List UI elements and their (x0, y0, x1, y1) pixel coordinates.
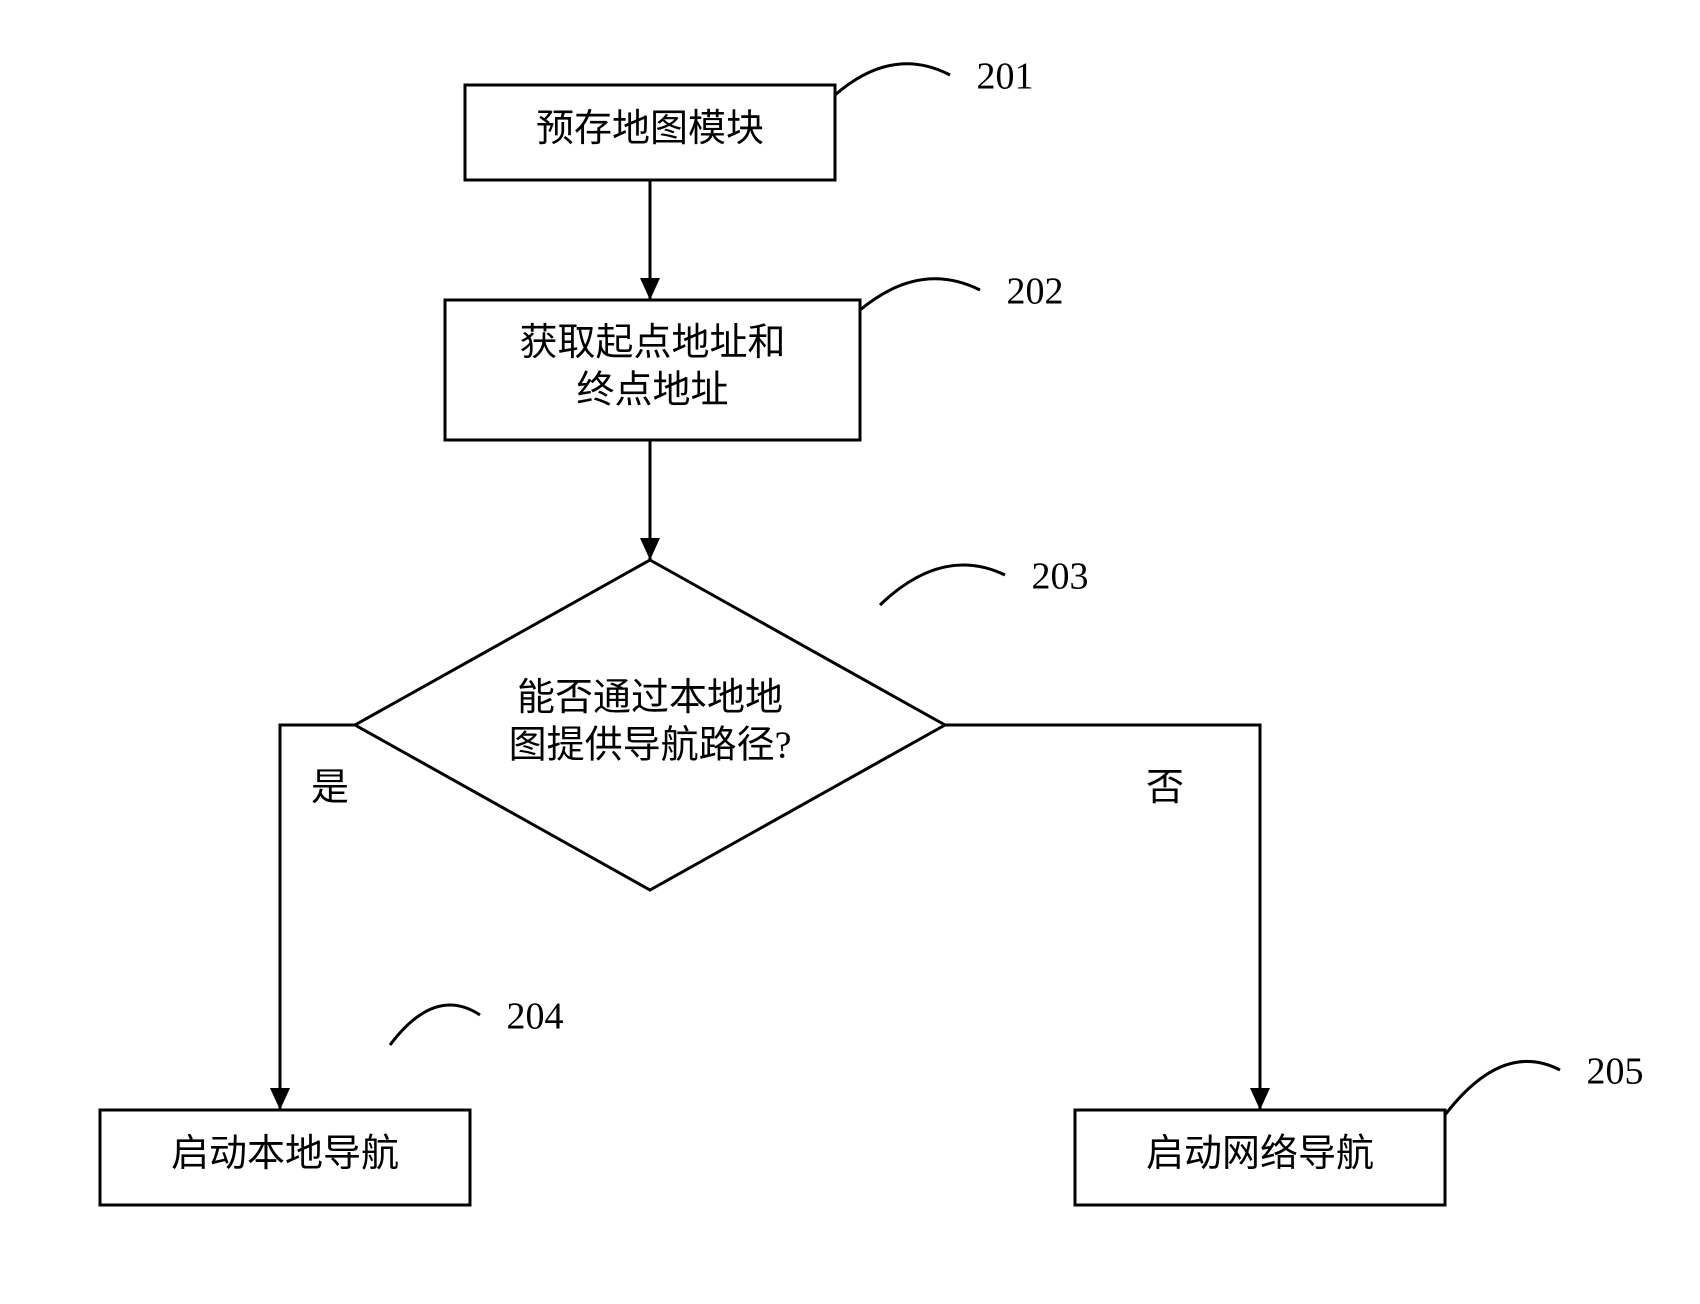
node-n203-label-line-1: 图提供导航路径? (509, 724, 792, 766)
node-n202-label-line-1: 终点地址 (576, 369, 728, 411)
edge-label-n203-n204: 是 (311, 767, 349, 809)
ref-number-201: 201 (977, 56, 1034, 98)
ref-number-205: 205 (1587, 1051, 1644, 1093)
node-n205-label-line-0: 启动网络导航 (1146, 1133, 1374, 1175)
node-n204-label-line-0: 启动本地导航 (171, 1133, 399, 1175)
node-n203-label-line-0: 能否通过本地地 (517, 677, 783, 719)
ref-number-204: 204 (507, 996, 564, 1038)
node-n201-label-line-0: 预存地图模块 (536, 108, 764, 150)
flowchart-canvas: 是 否 预存地图模块 201 获取起点地址和终点地址 202 能否通过本地地图提供导航路径?… (0, 0, 1700, 1304)
edge-label-n203-n205: 否 (1146, 767, 1184, 809)
node-n202-label-line-0: 获取起点地址和 (519, 322, 785, 364)
ref-number-202: 202 (1007, 271, 1064, 313)
ref-number-203: 203 (1032, 556, 1089, 598)
